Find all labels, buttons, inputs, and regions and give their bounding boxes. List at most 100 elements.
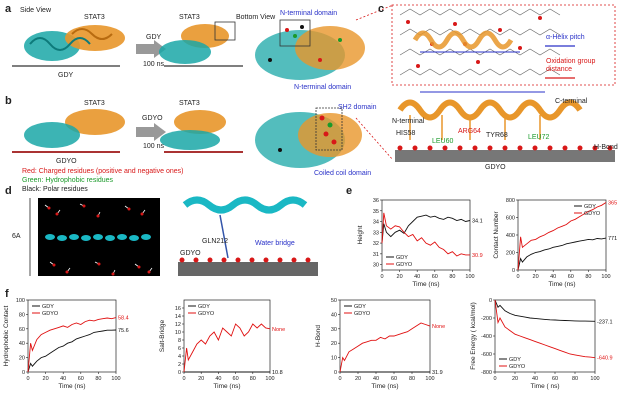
series-line-gdy <box>517 237 607 271</box>
b-domain-top-label: SH2 domain <box>338 104 377 111</box>
series-line-gdyo <box>494 299 596 359</box>
d-gln212-label: GLN212 <box>202 238 229 245</box>
a-arrow-top-label: GDY <box>146 34 162 41</box>
a-domain-top-label: N-terminal domain <box>280 10 338 17</box>
a-stat3-left-label: STAT3 <box>84 14 105 21</box>
legend-red: Red: Charged residues (positive and nega… <box>22 168 184 175</box>
y-tick-label: -600 <box>481 352 492 358</box>
a-gdy-surface-label: GDY <box>58 72 74 79</box>
c-hbond-label: H-Bond <box>594 144 618 151</box>
legend-label: GDY <box>42 304 54 310</box>
end-value-label: 10.8 <box>272 370 283 376</box>
y-axis-label: Contact Number <box>493 211 500 259</box>
d-gdyo-surface <box>178 257 318 276</box>
x-tick-label: 40 <box>532 376 538 382</box>
y-tick-label: 10 <box>331 356 337 362</box>
series-line-gdyo <box>27 317 117 373</box>
x-tick-label: 0 <box>516 274 519 280</box>
x-tick-label: 40 <box>550 274 556 280</box>
x-tick-label: 80 <box>409 376 415 382</box>
y-tick-label: 31 <box>373 252 379 258</box>
c-residue-sticks <box>409 115 541 140</box>
legend-label: GDY <box>354 304 366 310</box>
d-thickness-label: 6A <box>12 233 21 240</box>
legend-label: GDYO <box>198 311 215 317</box>
y-tick-label: 35 <box>373 209 379 215</box>
a-domain-bottom-label: N-terminal domain <box>294 84 352 91</box>
a-protein-left <box>24 25 125 61</box>
end-value-label: 34.1 <box>472 218 483 224</box>
d-gdyo-label: GDYO <box>180 250 201 257</box>
legend-label: GDYO <box>584 211 601 217</box>
y-tick-label: -200 <box>481 316 492 322</box>
x-tick-label: 0 <box>380 274 383 280</box>
y-tick-label: -400 <box>481 334 492 340</box>
x-tick-label: 20 <box>397 274 403 280</box>
x-tick-label: 40 <box>60 376 66 382</box>
series-line-gdy <box>494 299 596 322</box>
x-tick-label: 60 <box>432 274 438 280</box>
legend-label: GDY <box>509 357 521 363</box>
y-tick-label: 12 <box>175 322 181 328</box>
c-helix-top <box>412 30 514 50</box>
y-tick-label: 20 <box>331 341 337 347</box>
y-tick-label: 4 <box>178 354 181 360</box>
y-tick-label: 34 <box>373 220 379 226</box>
bottom-view-label: Bottom View <box>236 14 276 21</box>
x-axis-label: Time (ns) <box>213 383 240 390</box>
panel-letter-e: e <box>346 185 353 197</box>
x-tick-label: 80 <box>585 274 591 280</box>
series-line-gdyo <box>339 322 431 373</box>
y-tick-label: 20 <box>19 356 25 362</box>
x-axis-label: Time ( ns) <box>530 383 559 390</box>
plot-frame <box>381 199 471 271</box>
end-value-label: -237.1 <box>597 319 613 325</box>
y-tick-label: 32 <box>373 241 379 247</box>
x-tick-label: 20 <box>198 376 204 382</box>
c-leu72-label: LEU72 <box>528 134 550 141</box>
legend-label: GDYO <box>509 364 526 370</box>
c-helix-side <box>397 99 583 121</box>
series-line-gdyo <box>183 323 271 373</box>
y-tick-label: 30 <box>373 263 379 269</box>
a-arrow-bottom-label: 100 ns <box>143 61 165 68</box>
x-tick-label: 80 <box>572 376 578 382</box>
y-tick-label: 80 <box>19 312 25 318</box>
y-axis-label: Height <box>357 225 364 244</box>
y-tick-label: 0 <box>22 370 25 376</box>
panel-letter-b: b <box>5 95 12 107</box>
y-tick-label: 0 <box>334 370 337 376</box>
y-tick-label: 800 <box>506 198 515 204</box>
c-his58-label: HIS58 <box>396 130 416 137</box>
x-tick-label: 100 <box>111 376 120 382</box>
panel-letter-a: a <box>5 3 12 15</box>
d-water-oxygens <box>47 204 151 276</box>
c-leu60-label: LEU60 <box>432 138 454 145</box>
legend-label: GDYO <box>42 311 59 317</box>
series-line-gdy <box>381 214 471 244</box>
y-tick-label: 40 <box>331 312 337 318</box>
side-view-label: Side View <box>20 7 52 14</box>
x-axis-label: Time (ns) <box>548 281 575 288</box>
x-tick-label: 60 <box>568 274 574 280</box>
y-tick-label: 16 <box>175 306 181 312</box>
panel-letter-d: d <box>5 185 12 197</box>
y-axis-label: Hydrophobic Contact <box>3 305 10 366</box>
legend-label: GDY <box>198 304 210 310</box>
x-tick-label: 40 <box>414 274 420 280</box>
b-protein-left <box>24 109 125 148</box>
y-axis-label: Salt-Bridge <box>159 320 166 353</box>
c-c-terminal-label: C-terminal <box>555 98 588 105</box>
legend-black: Black: Polar residues <box>22 186 88 193</box>
x-tick-label: 60 <box>552 376 558 382</box>
d-graphdiyne-layer <box>45 234 151 241</box>
x-tick-label: 20 <box>512 376 518 382</box>
y-axis-label: Free Energy ( kcal/mol) <box>470 302 477 370</box>
x-axis-label: Time (ns) <box>58 383 85 390</box>
y-tick-label: 30 <box>331 327 337 333</box>
